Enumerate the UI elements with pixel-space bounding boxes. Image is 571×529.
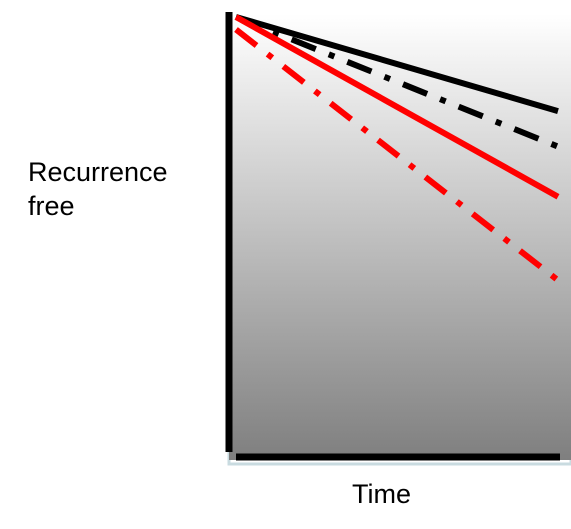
series-line-3 [234, 14, 560, 200]
series-line-1 [235, 14, 559, 114]
x-axis-label: Time [352, 479, 411, 509]
series-line-4 [234, 27, 560, 283]
y-axis-label: Recurrence free [28, 157, 168, 221]
series-layer [234, 14, 560, 283]
plot-background [229, 14, 571, 460]
